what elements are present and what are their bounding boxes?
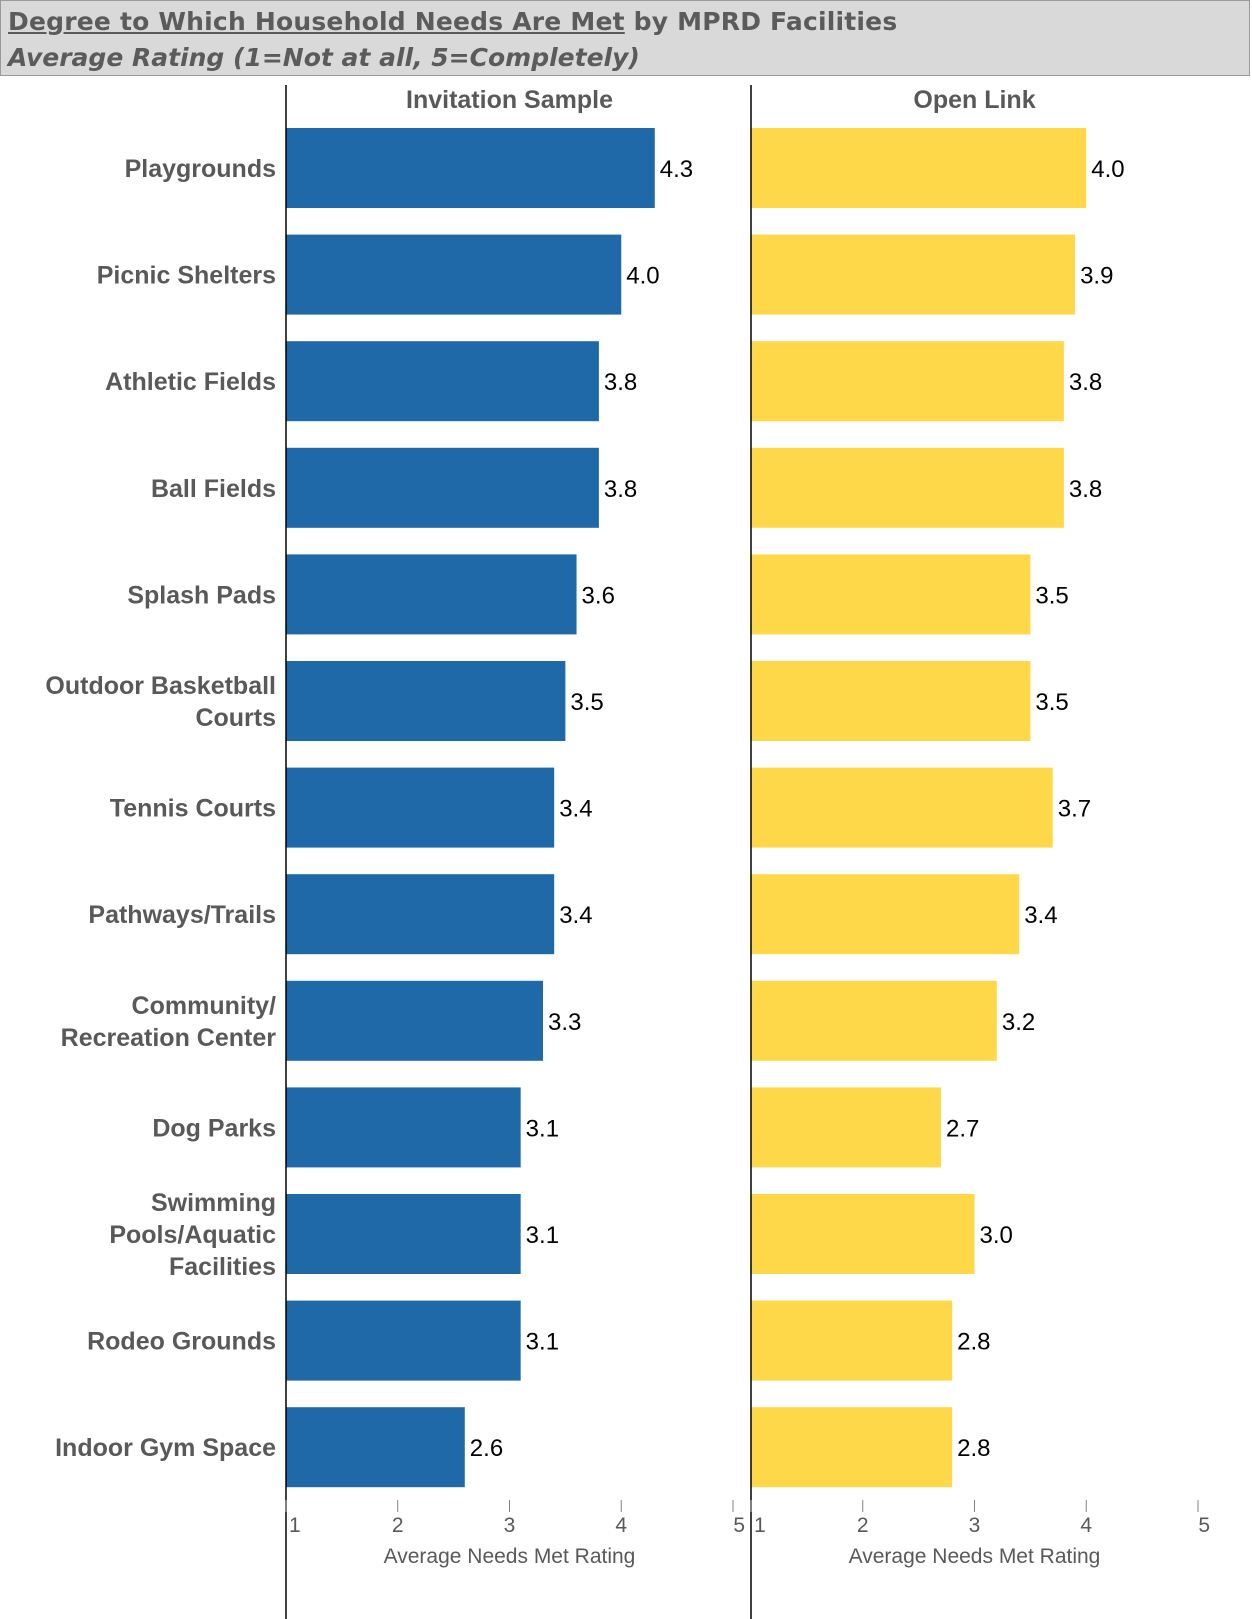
data-label: 3.4: [559, 796, 592, 823]
bar: [286, 1407, 465, 1488]
panel-title: Open Link: [913, 86, 1035, 114]
data-label: 3.9: [1080, 263, 1113, 290]
bar: [751, 341, 1064, 422]
category-label: Tennis Courts: [110, 795, 276, 823]
data-label: 3.1: [526, 1222, 559, 1249]
chart-title: Degree to Which Household Needs Are Met …: [8, 7, 897, 36]
data-label: 3.3: [548, 1009, 581, 1036]
data-label: 3.4: [559, 902, 592, 929]
data-label: 3.0: [980, 1222, 1013, 1249]
data-label: 3.5: [1035, 582, 1068, 609]
x-tick-label: 3: [504, 1514, 516, 1537]
data-label: 3.1: [526, 1115, 559, 1142]
x-tick-label: 3: [969, 1514, 981, 1537]
x-tick-label: 4: [1080, 1514, 1092, 1537]
bar: [286, 980, 544, 1061]
category-label: Indoor Gym Space: [55, 1434, 276, 1462]
data-label: 2.6: [470, 1435, 503, 1462]
data-label: 3.5: [1035, 689, 1068, 716]
category-label: Outdoor Basketball: [45, 672, 276, 700]
x-tick-label: 1: [754, 1514, 766, 1537]
data-label: 4.0: [1091, 156, 1124, 183]
bar: [286, 1300, 521, 1381]
data-label: 3.2: [1002, 1009, 1035, 1036]
bar: [751, 980, 997, 1061]
data-label: 2.7: [946, 1115, 979, 1142]
data-label: 3.8: [1069, 369, 1102, 396]
bar: [286, 1087, 521, 1168]
bar: [751, 767, 1053, 848]
bar: [751, 447, 1064, 528]
data-label: 2.8: [957, 1329, 990, 1356]
data-label: 3.8: [604, 369, 637, 396]
bar: [286, 234, 622, 315]
bar: [286, 767, 555, 848]
x-tick-label: 2: [857, 1514, 869, 1537]
x-tick-label: 5: [1198, 1514, 1210, 1537]
bar: [286, 341, 599, 422]
data-label: 3.1: [526, 1329, 559, 1356]
bar: [286, 661, 566, 741]
bar: [751, 874, 1020, 955]
category-label: Dog Parks: [152, 1114, 276, 1142]
bar: [751, 1300, 953, 1381]
x-tick-label: 1: [289, 1514, 301, 1537]
bar: [286, 447, 599, 528]
data-label: 3.4: [1024, 902, 1057, 929]
data-label: 3.5: [570, 689, 603, 716]
chart-title-rest: by MPRD Facilities: [624, 7, 898, 36]
data-label: 3.7: [1058, 796, 1091, 823]
category-label: Pathways/Trails: [88, 901, 276, 929]
chart-subtitle: Average Rating (1=Not at all, 5=Complete…: [8, 43, 640, 72]
category-label: Picnic Shelters: [97, 262, 276, 290]
data-label: 4.0: [626, 263, 659, 290]
x-tick-label: 5: [733, 1514, 745, 1537]
title-banner: Degree to Which Household Needs Are Met …: [0, 0, 1250, 76]
bar: [751, 554, 1031, 635]
category-label: Playgrounds: [125, 155, 276, 183]
bar: [286, 128, 655, 208]
category-label: Swimming: [151, 1189, 276, 1217]
category-label: Ball Fields: [151, 475, 276, 503]
category-label: Pools/Aquatic: [109, 1221, 276, 1249]
bar: [286, 1194, 521, 1274]
x-tick-label: 4: [615, 1514, 627, 1537]
x-tick-label: 2: [392, 1514, 404, 1537]
bar: [751, 1087, 941, 1168]
category-label: Courts: [195, 704, 276, 732]
data-label: 4.3: [660, 156, 693, 183]
category-label: Facilities: [169, 1253, 276, 1281]
data-label: 3.6: [582, 582, 615, 609]
data-label: 3.8: [604, 476, 637, 503]
category-label: Recreation Center: [61, 1024, 277, 1052]
bar: [286, 554, 577, 635]
data-label: 2.8: [957, 1435, 990, 1462]
bar: [751, 234, 1076, 315]
panel-title: Invitation Sample: [406, 86, 613, 114]
x-axis-title: Average Needs Met Rating: [384, 1545, 636, 1568]
x-axis-title: Average Needs Met Rating: [849, 1545, 1101, 1568]
bar: [751, 1407, 953, 1488]
bar: [751, 128, 1087, 208]
bar: [286, 874, 555, 955]
category-label: Splash Pads: [127, 581, 276, 609]
category-label: Community/: [132, 992, 277, 1020]
bar: [751, 661, 1031, 741]
data-label: 3.8: [1069, 476, 1102, 503]
bar: [751, 1194, 975, 1274]
category-label: Rodeo Grounds: [87, 1328, 276, 1356]
chart-title-underlined: Degree to Which Household Needs Are Met: [8, 7, 625, 36]
category-label: Athletic Fields: [105, 368, 276, 396]
